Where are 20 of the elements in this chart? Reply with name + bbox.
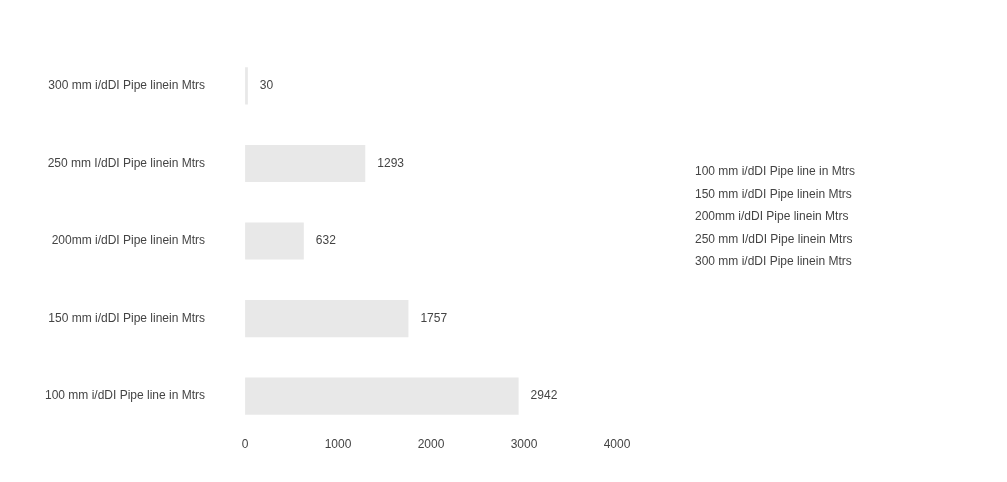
text: 200mm i/dDI Pipe linein Mtrs	[695, 209, 849, 224]
data-label: 632	[315, 233, 337, 248]
x-tick-label: 1000	[324, 437, 352, 452]
data-label: 2942	[530, 388, 558, 403]
y-tick-label: 100 mm i/dDI Pipe line in Mtrs	[44, 388, 206, 403]
text: 100 mm i/dDI Pipe line in Mtrs	[695, 164, 856, 179]
x-tick-label: 2000	[417, 437, 445, 452]
text: 300 mm i/dDI Pipe linein Mtrs	[695, 254, 852, 269]
y-tick-label: 200mm i/dDI Pipe linein Mtrs	[51, 233, 206, 248]
y-tick-label: 150 mm i/dDI Pipe linein Mtrs	[48, 310, 206, 325]
text: 150 mm i/dDI Pipe linein Mtrs	[695, 186, 852, 201]
data-label: 30	[259, 78, 274, 93]
y-tick-label: 250 mm I/dDI Pipe linein Mtrs	[47, 155, 206, 170]
x-tick-label: 0	[241, 437, 249, 452]
y-tick-label: 300 mm i/dDI Pipe linein Mtrs	[48, 78, 206, 93]
x-tick-label: 3000	[510, 437, 538, 452]
text: 250 mm I/dDI Pipe linein Mtrs	[695, 231, 853, 246]
x-tick-label: 4000	[603, 437, 631, 452]
data-label: 1757	[420, 310, 448, 325]
data-label: 1293	[377, 155, 405, 170]
